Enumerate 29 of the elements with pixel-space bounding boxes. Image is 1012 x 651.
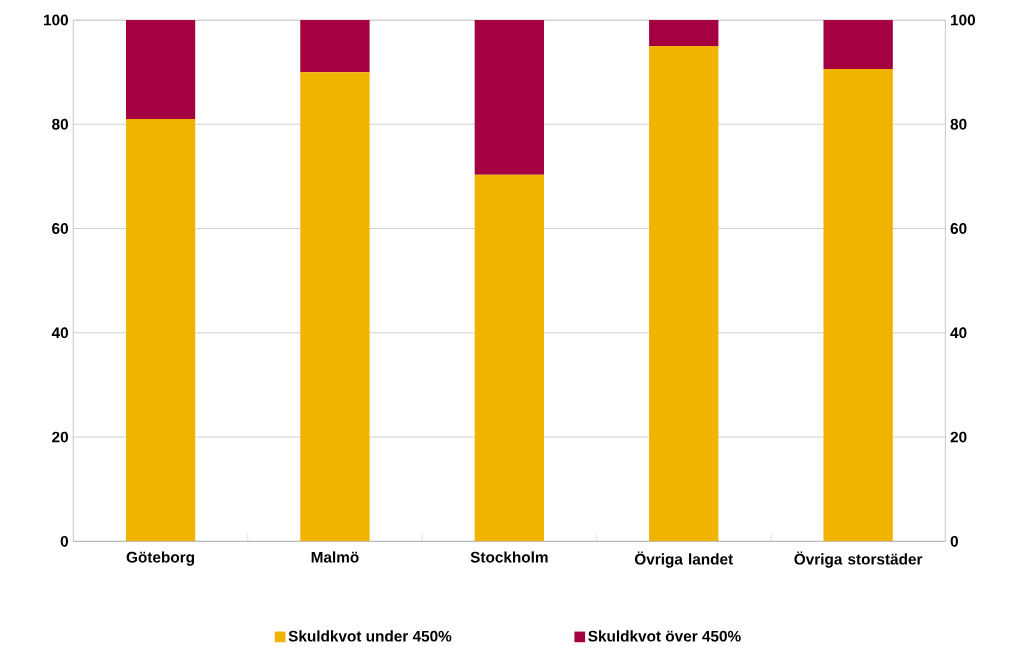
bar xyxy=(474,174,545,542)
bar xyxy=(823,20,893,70)
bar xyxy=(125,119,196,542)
y2-tick-label: 60 xyxy=(950,223,967,235)
y-tick-label: 0 xyxy=(60,536,68,547)
y-tick-label: 80 xyxy=(52,119,68,130)
legend-label: Skuldkvot över 450% xyxy=(588,630,741,642)
bar xyxy=(300,20,370,73)
y2-tick-label: 80 xyxy=(950,118,967,130)
bar xyxy=(649,46,719,542)
y-tick-label: 60 xyxy=(52,223,68,235)
bar xyxy=(474,20,545,175)
bar xyxy=(125,20,196,120)
y-tick-label: 40 xyxy=(51,327,68,339)
x-tick-label: Göteborg xyxy=(126,551,195,566)
legend-label: Skuldkvot under 450% xyxy=(288,630,452,642)
x-tick-label: Övriga landet xyxy=(634,551,733,568)
x-tick-label: Stockholm xyxy=(470,551,548,563)
x-tick-label: Malmö xyxy=(311,551,359,563)
bar xyxy=(649,20,719,47)
y-tick-label: 20 xyxy=(52,431,68,443)
bar xyxy=(823,69,893,542)
y2-tick-label: 20 xyxy=(950,431,967,443)
bar xyxy=(300,72,370,542)
y2-tick-label: 0 xyxy=(950,536,958,547)
y2-tick-label: 40 xyxy=(950,327,967,339)
y2-tick-label: 100 xyxy=(951,14,976,26)
x-tick-label: Övriga storstäder xyxy=(794,551,923,568)
y-tick-label: 100 xyxy=(44,14,68,26)
